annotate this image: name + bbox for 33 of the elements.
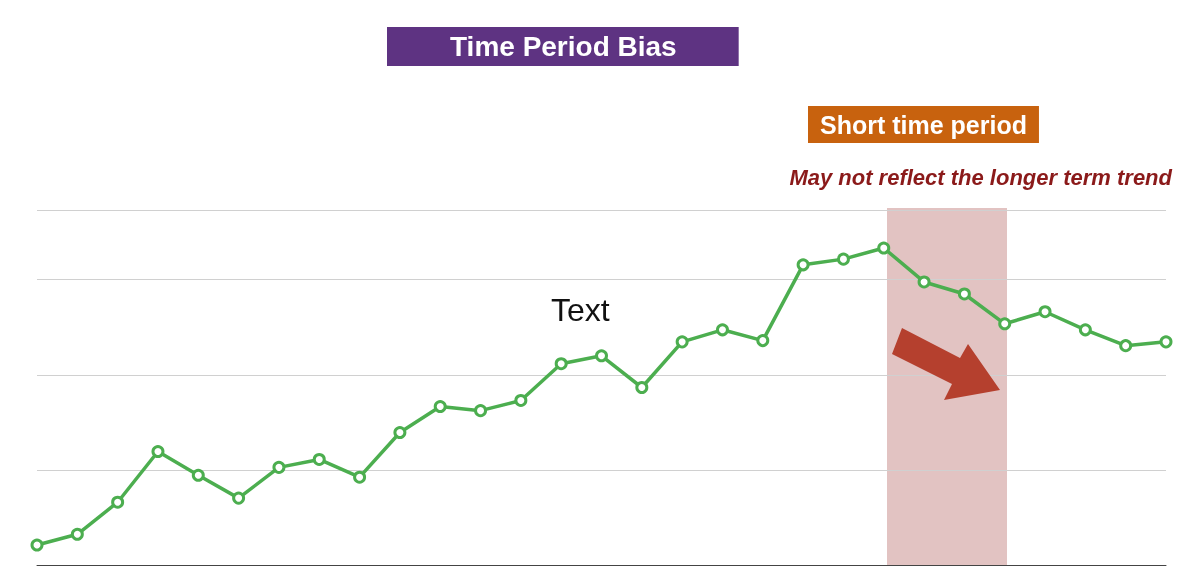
point	[191, 468, 205, 482]
point	[998, 317, 1012, 331]
point	[796, 258, 810, 272]
point	[272, 460, 286, 474]
point	[635, 381, 649, 394]
point	[353, 470, 367, 484]
text: May not reflect the longer term trend	[789, 164, 1173, 190]
point	[675, 335, 689, 349]
point	[595, 349, 608, 363]
point	[756, 334, 770, 348]
chart-title: Time Period Bias	[450, 30, 677, 62]
point	[312, 452, 326, 466]
point	[554, 357, 568, 371]
point	[433, 400, 447, 414]
point	[715, 323, 729, 337]
point	[1159, 335, 1173, 349]
point	[877, 241, 891, 255]
point	[1078, 323, 1092, 337]
point	[957, 287, 971, 301]
point	[514, 394, 528, 407]
point	[474, 404, 488, 418]
text: Short time period	[820, 110, 1027, 139]
point	[151, 445, 165, 459]
point	[836, 252, 850, 266]
point	[70, 527, 84, 541]
point	[1038, 305, 1052, 319]
point	[917, 275, 931, 289]
annotation: Text	[551, 292, 610, 328]
point	[232, 491, 246, 505]
point	[393, 426, 407, 440]
point	[30, 538, 44, 552]
point	[111, 495, 125, 509]
point	[1119, 339, 1133, 353]
